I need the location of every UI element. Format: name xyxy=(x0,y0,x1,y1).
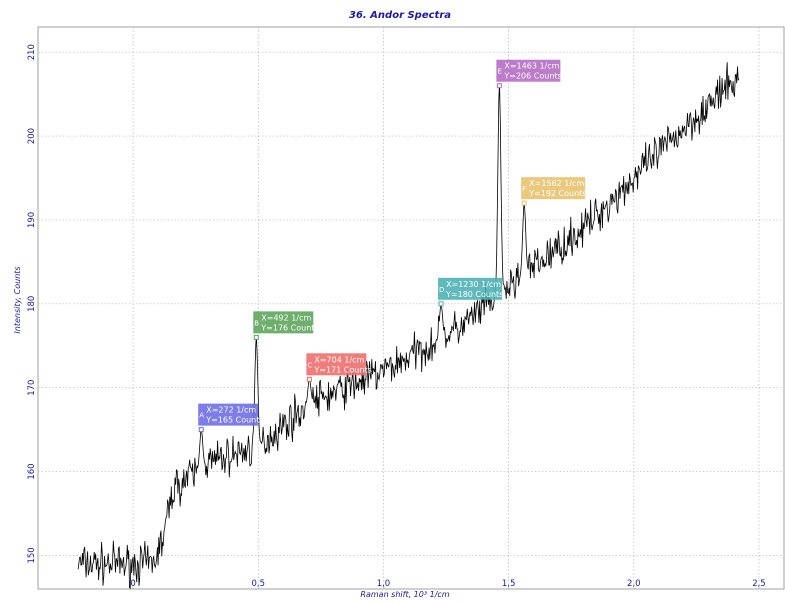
annotation-y-value: Y=180 Counts xyxy=(445,290,503,299)
annotation-y-value: Y=176 Counts xyxy=(260,323,318,332)
annotation-x-value: X=492 1/cm xyxy=(261,313,311,322)
annotation-y-value: Y=171 Counts xyxy=(313,365,371,374)
annotation-y-value: Y=165 Counts xyxy=(205,416,263,425)
grid-lines xyxy=(38,27,784,589)
spectrum-line xyxy=(77,62,740,590)
annotation-box xyxy=(496,59,561,82)
x-tick-label: 2,5 xyxy=(752,579,766,589)
y-tick-label: 200 xyxy=(27,128,37,144)
annotation-letter: D xyxy=(439,286,444,294)
annotation-letter: F xyxy=(522,185,526,193)
y-axis-label: Intensity, Counts xyxy=(13,266,22,333)
annotation-box xyxy=(521,177,586,200)
peak-annotation: CX=704 1/cmY=171 Counts xyxy=(306,353,372,382)
annotation-x-value: X=1463 1/cm xyxy=(504,62,559,71)
peak-annotation: BX=492 1/cmY=176 Counts xyxy=(253,311,319,340)
annotation-letter: C xyxy=(307,361,312,369)
x-tick-label: 0,5 xyxy=(252,579,266,589)
axis-ticks: 0 0,5 1,0 1,5 2,0 2,5 150 160 170 180 190 200 210 xyxy=(27,44,766,589)
annotation-x-value: X=1562 1/cm xyxy=(529,179,584,188)
peak-marker xyxy=(253,334,259,340)
annotation-box xyxy=(306,353,367,376)
peak-annotation: DX=1230 1/cmY=180 Counts xyxy=(438,277,503,307)
annotation-box xyxy=(198,403,259,426)
x-tick-label: 0 xyxy=(130,579,135,589)
annotation-y-value: Y=192 Counts xyxy=(528,189,586,198)
y-tick-label: 170 xyxy=(27,380,37,396)
x-tick-label: 1,5 xyxy=(502,579,516,589)
x-tick-label: 2,0 xyxy=(627,579,641,589)
annotation-y-value: Y=206 Counts xyxy=(503,72,561,81)
y-tick-label: 190 xyxy=(27,212,37,228)
peak-marker xyxy=(496,83,502,89)
chart-title: 36. Andor Spectra xyxy=(349,10,451,21)
x-axis-label: Raman shift, 10³ 1/cm xyxy=(360,590,449,599)
annotation-box xyxy=(253,311,314,334)
annotation-letter: A xyxy=(199,412,204,420)
annotation-box xyxy=(438,277,503,300)
peak-marker xyxy=(306,376,312,382)
peak-annotation: AX=272 1/cmY=165 Counts xyxy=(198,403,264,433)
peak-annotation: EX=1463 1/cmY=206 Counts xyxy=(496,59,562,89)
annotation-x-value: X=704 1/cm xyxy=(314,355,364,364)
plot-area xyxy=(37,26,785,590)
peak-marker xyxy=(438,301,444,307)
peak-annotation: FX=1562 1/cmY=192 Counts xyxy=(521,177,586,206)
peak-annotations: AX=272 1/cmY=165 Counts BX=492 1/cmY=176 … xyxy=(198,59,586,433)
y-tick-label: 160 xyxy=(27,463,37,479)
y-tick-label: 180 xyxy=(27,296,37,312)
peak-marker xyxy=(198,427,204,433)
y-tick-label: 150 xyxy=(27,547,37,563)
x-tick-label: 1,0 xyxy=(377,579,391,589)
annotation-x-value: X=1230 1/cm xyxy=(446,280,501,289)
annotation-x-value: X=272 1/cm xyxy=(206,406,256,415)
y-tick-label: 210 xyxy=(27,44,37,60)
peak-marker xyxy=(521,200,527,206)
annotation-letter: E xyxy=(497,68,501,76)
annotation-letter: B xyxy=(254,319,259,327)
